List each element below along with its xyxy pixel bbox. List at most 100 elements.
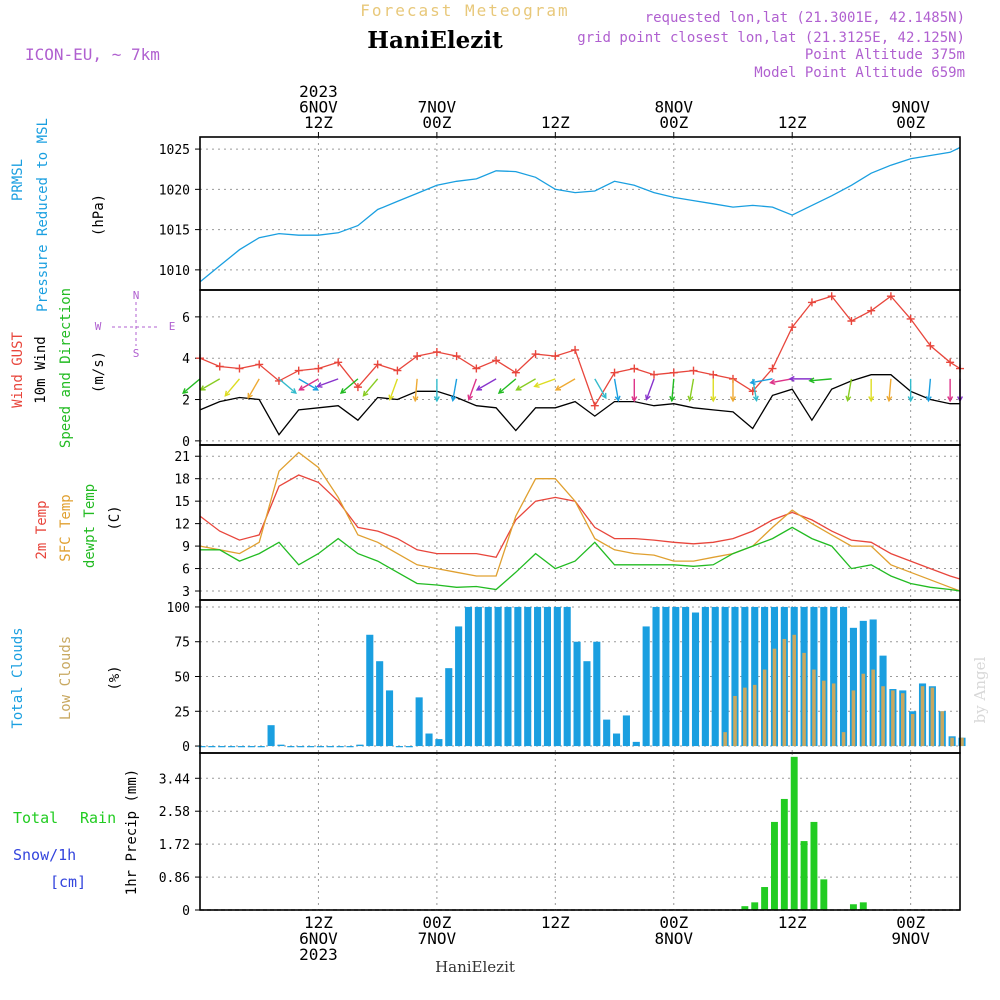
top-time-label: 00Z <box>659 113 688 132</box>
low-clouds-bar <box>822 680 826 747</box>
wind-arrow-head <box>182 388 189 394</box>
temperature-panel: 3 6 9 12 15 18 21 <box>174 444 961 601</box>
compass-e: E <box>169 320 176 333</box>
total-clouds-bar <box>514 606 522 747</box>
gust-marker <box>294 366 303 375</box>
gust-marker <box>255 360 264 369</box>
low-clouds-bar <box>901 693 905 747</box>
total-clouds-bar <box>474 606 482 747</box>
pressure-line <box>199 146 961 283</box>
rain-bar <box>820 879 828 910</box>
wind-arrow-head <box>412 395 419 403</box>
low-clouds-bar <box>861 673 866 747</box>
total-clouds-bar <box>751 606 759 747</box>
model-label: ICON-EU, ~ 7km <box>25 45 160 64</box>
temp-unit: (C) <box>107 505 123 530</box>
total-clouds-bar <box>415 697 423 747</box>
low-clouds-bar <box>910 714 915 747</box>
y-tick-label: 21 <box>174 450 190 465</box>
wind-arrow-head <box>925 395 932 403</box>
y-tick-label: 1.72 <box>159 838 190 853</box>
bottom-time-label: 9NOV <box>891 929 930 948</box>
total-clouds-bar <box>632 741 640 747</box>
location-title: HaniElezit <box>367 27 503 54</box>
y-tick-label: 1020 <box>159 183 190 198</box>
wind-arrow-head <box>450 395 457 402</box>
bottom-time-label: 00Z <box>896 913 925 932</box>
rain-bar <box>780 798 788 910</box>
y-tick-label: 6 <box>182 563 190 578</box>
wind-arrow-head <box>601 392 607 400</box>
bottom-time-label: 00Z <box>422 913 451 932</box>
low-clouds-bar <box>891 690 895 747</box>
total-clouds-bar <box>336 746 344 748</box>
panel-frame <box>199 136 961 291</box>
wind-arrow-head <box>769 379 776 385</box>
top-time-label: 2023 <box>299 82 338 101</box>
total-clouds-bar <box>356 744 364 747</box>
compass-w: W <box>95 320 102 333</box>
top-time-label: 8NOV <box>655 98 694 117</box>
gust-marker <box>472 364 481 373</box>
gust-marker <box>906 314 915 323</box>
precip-unit: 1hr Precip (mm) <box>124 769 140 895</box>
compass-rose: N S W E <box>95 289 176 360</box>
total-clouds-bar <box>208 746 216 748</box>
wind-gust-label: Wind GUST <box>10 332 26 408</box>
total-clouds-bar <box>534 606 542 747</box>
wind-arrow-head <box>554 385 562 391</box>
wind-direction-arrow <box>200 378 221 391</box>
low-clouds-bar <box>782 638 787 747</box>
total-clouds-bar <box>642 626 650 747</box>
chart-title: Forecast Meteogram <box>360 1 569 20</box>
precip-total-label: Total <box>13 809 58 827</box>
y-tick-label: 1015 <box>159 224 190 239</box>
wind-direction-arrow <box>278 378 297 394</box>
y-tick-label: 3 <box>182 585 190 600</box>
bottom-time-label: 7NOV <box>418 929 457 948</box>
total-clouds-label: Total Clouds <box>10 627 26 728</box>
wind-arrow-head <box>645 394 651 401</box>
panel-frame <box>199 444 961 601</box>
y-tick-label: 2 <box>182 394 190 409</box>
low-clouds-bar <box>812 669 816 747</box>
rain-bar <box>751 902 759 910</box>
y-tick-label: 0 <box>182 740 190 755</box>
precip-snow-label: Snow/1h <box>13 846 76 864</box>
gust-marker <box>650 370 659 379</box>
wind-direction-arrow <box>888 378 892 401</box>
wind-direction-arrow <box>476 378 497 391</box>
bottom-time-label: 12Z <box>541 913 570 932</box>
total-clouds-bar <box>583 661 591 747</box>
wind-arrow-head <box>808 377 815 384</box>
wind-direction-arrow <box>389 378 399 400</box>
gust-marker <box>590 401 599 410</box>
wind-direction-arrow <box>414 378 418 401</box>
low-clouds-bar <box>802 652 806 747</box>
wind-arrow-head <box>845 395 852 402</box>
gust-marker <box>413 352 422 361</box>
gust-marker <box>867 306 876 315</box>
total-clouds-bar <box>840 606 848 747</box>
wind-direction-arrow <box>340 378 359 394</box>
pressure-unit: (hPa) <box>91 194 107 236</box>
wind-direction-arrow <box>498 378 517 394</box>
gust-marker <box>551 352 560 361</box>
wind-arrow-head <box>947 396 954 403</box>
wind-direction-arrow <box>688 378 695 401</box>
total-clouds-bar <box>385 690 394 747</box>
rain-bar <box>790 756 798 910</box>
total-clouds-bar <box>563 606 571 747</box>
grid-point-coords: grid point closest lon,lat (21.3125E, 42… <box>577 30 965 46</box>
y-tick-label: 0 <box>182 904 190 919</box>
bottom-time-label: 6NOV <box>299 929 338 948</box>
wind-arrow-head <box>388 394 395 401</box>
wind-arrow-head <box>290 388 297 394</box>
wind-direction-arrow <box>927 378 932 401</box>
low-clouds-bar <box>960 737 964 747</box>
gust-marker <box>768 364 777 373</box>
wind-arrow-head <box>687 395 694 402</box>
total-clouds-bar <box>593 641 601 747</box>
